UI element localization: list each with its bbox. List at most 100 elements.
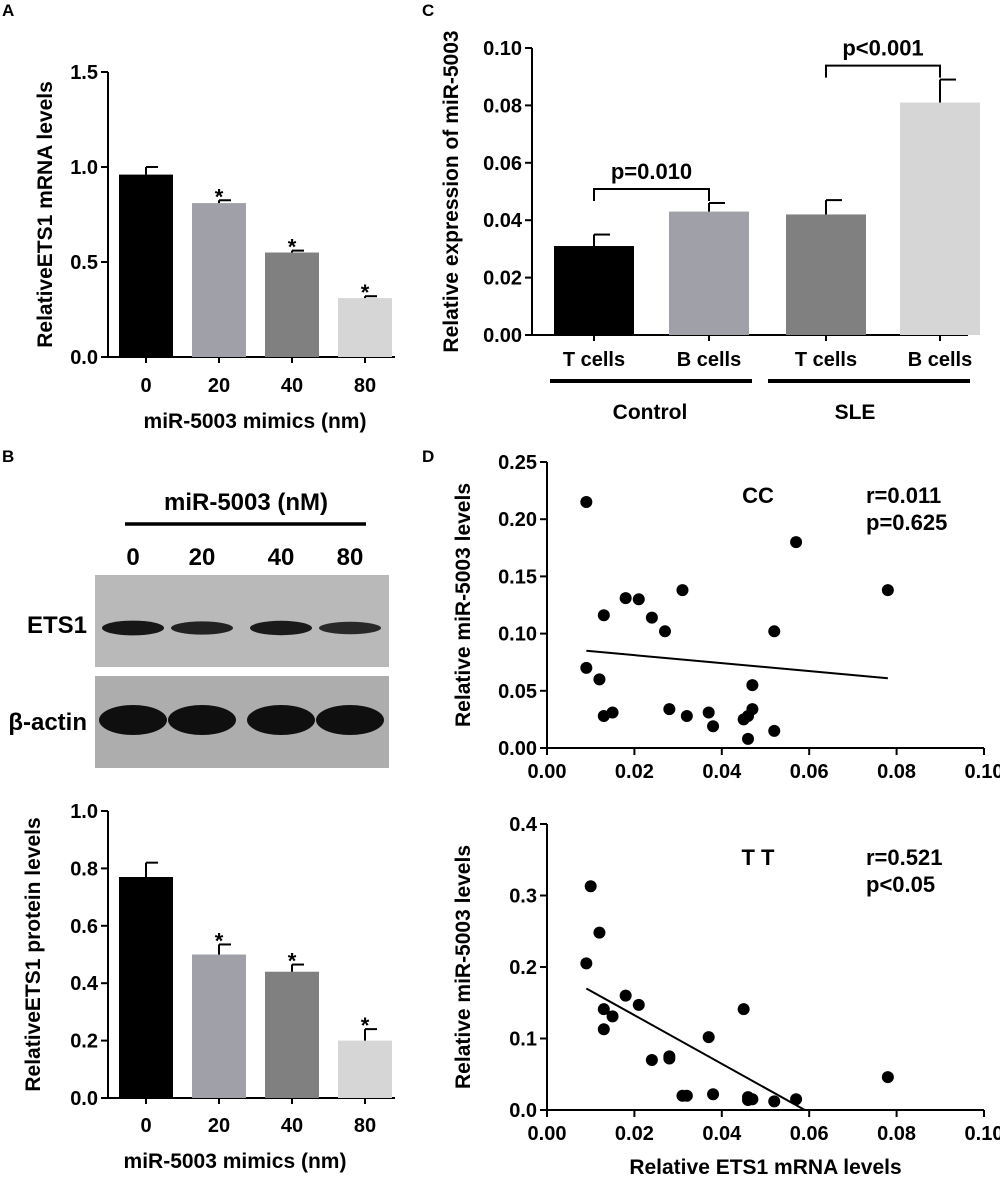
y-tick-label: 0.8	[70, 858, 98, 880]
data-point	[702, 706, 715, 719]
data-point	[584, 880, 597, 893]
blot-band	[102, 620, 164, 636]
blot-lane-label: 20	[189, 544, 216, 571]
correlation-stat: p<0.05	[866, 872, 935, 897]
p-value-label: p<0.001	[842, 36, 923, 61]
group-label-sle: SLE	[835, 401, 876, 424]
chart-d-cc-scatter: 0.00 0.05 0.10 0.15 0.20 0.25 0.00 0.02 0.04 0.06…	[452, 452, 1000, 783]
scatter-title: T T	[742, 845, 776, 870]
bar	[900, 102, 980, 335]
y-tick-label: 0.00	[483, 325, 522, 347]
significance-star: *	[215, 928, 224, 953]
y-tick-label: 0.04	[483, 210, 523, 232]
blot-band	[319, 621, 381, 635]
data-point	[768, 1095, 781, 1108]
data-point	[746, 1093, 759, 1106]
y-axis-label: Relative miR-5003 levels	[452, 483, 475, 727]
y-tick-label: 0.15	[498, 566, 537, 588]
bar	[786, 214, 866, 335]
chart-c-expression-bar: 0.00 0.02 0.04 0.06 0.08 0.10 T cells B cells T …	[440, 30, 980, 424]
regression-line	[586, 649, 888, 680]
blot-band	[247, 705, 315, 735]
panel-letter-c: C	[422, 1, 434, 20]
x-tick-label: 0.08	[877, 1123, 916, 1145]
y-tick-label: 0.00	[498, 738, 537, 760]
data-point	[632, 593, 645, 606]
data-point	[606, 1010, 619, 1023]
blot-lane-label: 40	[268, 544, 295, 571]
chart-d-tt-scatter: 0.0 0.1 0.2 0.3 0.4 0.00 0.02 0.04 0.06 0.08 0.10 T…	[452, 814, 1000, 1179]
significance-star: *	[288, 949, 297, 974]
correlation-stat: r=0.521	[866, 845, 942, 870]
data-point	[680, 709, 693, 722]
blot-row-label-actin: β-actin	[8, 709, 87, 736]
data-point	[593, 926, 606, 939]
data-point	[707, 1088, 720, 1101]
y-axis-label: Relative expression of miR-5003	[440, 30, 463, 352]
panel-letter-b: B	[2, 447, 14, 466]
chart-a-mrna-bar: 0.0 0.5 1.0 1.5 0 * 20 * 40 * 80 miR-5003 mimics (n…	[34, 62, 395, 433]
y-tick-label: 0.20	[498, 509, 537, 531]
x-tick-label: 0.10	[965, 761, 1000, 783]
y-tick-label: 0.25	[498, 452, 537, 474]
bar	[338, 1040, 392, 1098]
x-tick-label: 0	[140, 375, 151, 397]
x-tick-label: T cells	[563, 349, 625, 371]
x-tick-label: 80	[354, 375, 376, 397]
bar	[265, 252, 319, 357]
scatter-title: CC	[742, 483, 774, 508]
data-point	[663, 703, 676, 716]
blot-row-label-ets1: ETS1	[27, 612, 87, 639]
y-tick-label: 0.02	[483, 268, 522, 290]
y-tick-label: 0.0	[509, 1100, 537, 1122]
comparison-bracket	[825, 64, 941, 78]
bar	[119, 877, 173, 1098]
blot-band	[99, 705, 167, 735]
y-tick-label: 0.1	[509, 1029, 537, 1051]
blot-membrane-ets1	[95, 575, 389, 667]
data-point	[680, 1089, 693, 1102]
x-tick-label: 40	[281, 375, 303, 397]
data-point	[597, 609, 610, 622]
x-axis-label: Relative ETS1 mRNA levels	[629, 1156, 901, 1179]
bar	[265, 971, 319, 1098]
x-tick-label: 0.08	[877, 761, 916, 783]
western-blot: miR-5003 (nM) 0 20 40 80 ETS1 β-actin	[8, 489, 389, 768]
y-tick-label: 0.2	[70, 1031, 98, 1053]
significance-star: *	[288, 235, 297, 260]
significance-star: *	[361, 280, 370, 305]
y-axis-label: Relative miR-5003 levels	[452, 845, 475, 1089]
y-tick-label: 1.0	[70, 157, 98, 179]
data-point	[619, 989, 632, 1002]
x-tick-label: 40	[281, 1115, 303, 1137]
y-tick-label: 0.4	[509, 814, 538, 836]
data-point	[597, 1023, 610, 1036]
x-tick-label: 0	[140, 1115, 151, 1137]
y-tick-label: 0.6	[70, 916, 98, 938]
comparison-bracket	[593, 187, 710, 201]
y-tick-label: 0.4	[70, 973, 99, 995]
data-point	[742, 732, 755, 745]
blot-band	[250, 620, 312, 636]
x-tick-label: 20	[208, 1115, 230, 1137]
y-tick-label: 0.3	[509, 886, 537, 908]
data-point	[593, 673, 606, 686]
data-point	[658, 625, 671, 638]
data-point	[881, 584, 894, 597]
data-point	[580, 957, 593, 970]
x-tick-label: 0.04	[702, 761, 742, 783]
data-point	[746, 679, 759, 692]
panel-letter-a: A	[2, 1, 14, 20]
data-point	[663, 1052, 676, 1065]
bar	[119, 174, 173, 357]
y-tick-label: 1.0	[70, 801, 98, 823]
data-point	[768, 625, 781, 638]
y-axis-label: RelativeETS1 mRNA levels	[34, 81, 57, 348]
correlation-stat: r=0.011	[866, 483, 941, 508]
x-tick-label: 0.10	[965, 1123, 1000, 1145]
regression-line	[585, 987, 806, 1111]
y-tick-label: 0.10	[483, 38, 522, 60]
data-point	[737, 1003, 750, 1016]
x-tick-label: 0.04	[702, 1123, 742, 1145]
